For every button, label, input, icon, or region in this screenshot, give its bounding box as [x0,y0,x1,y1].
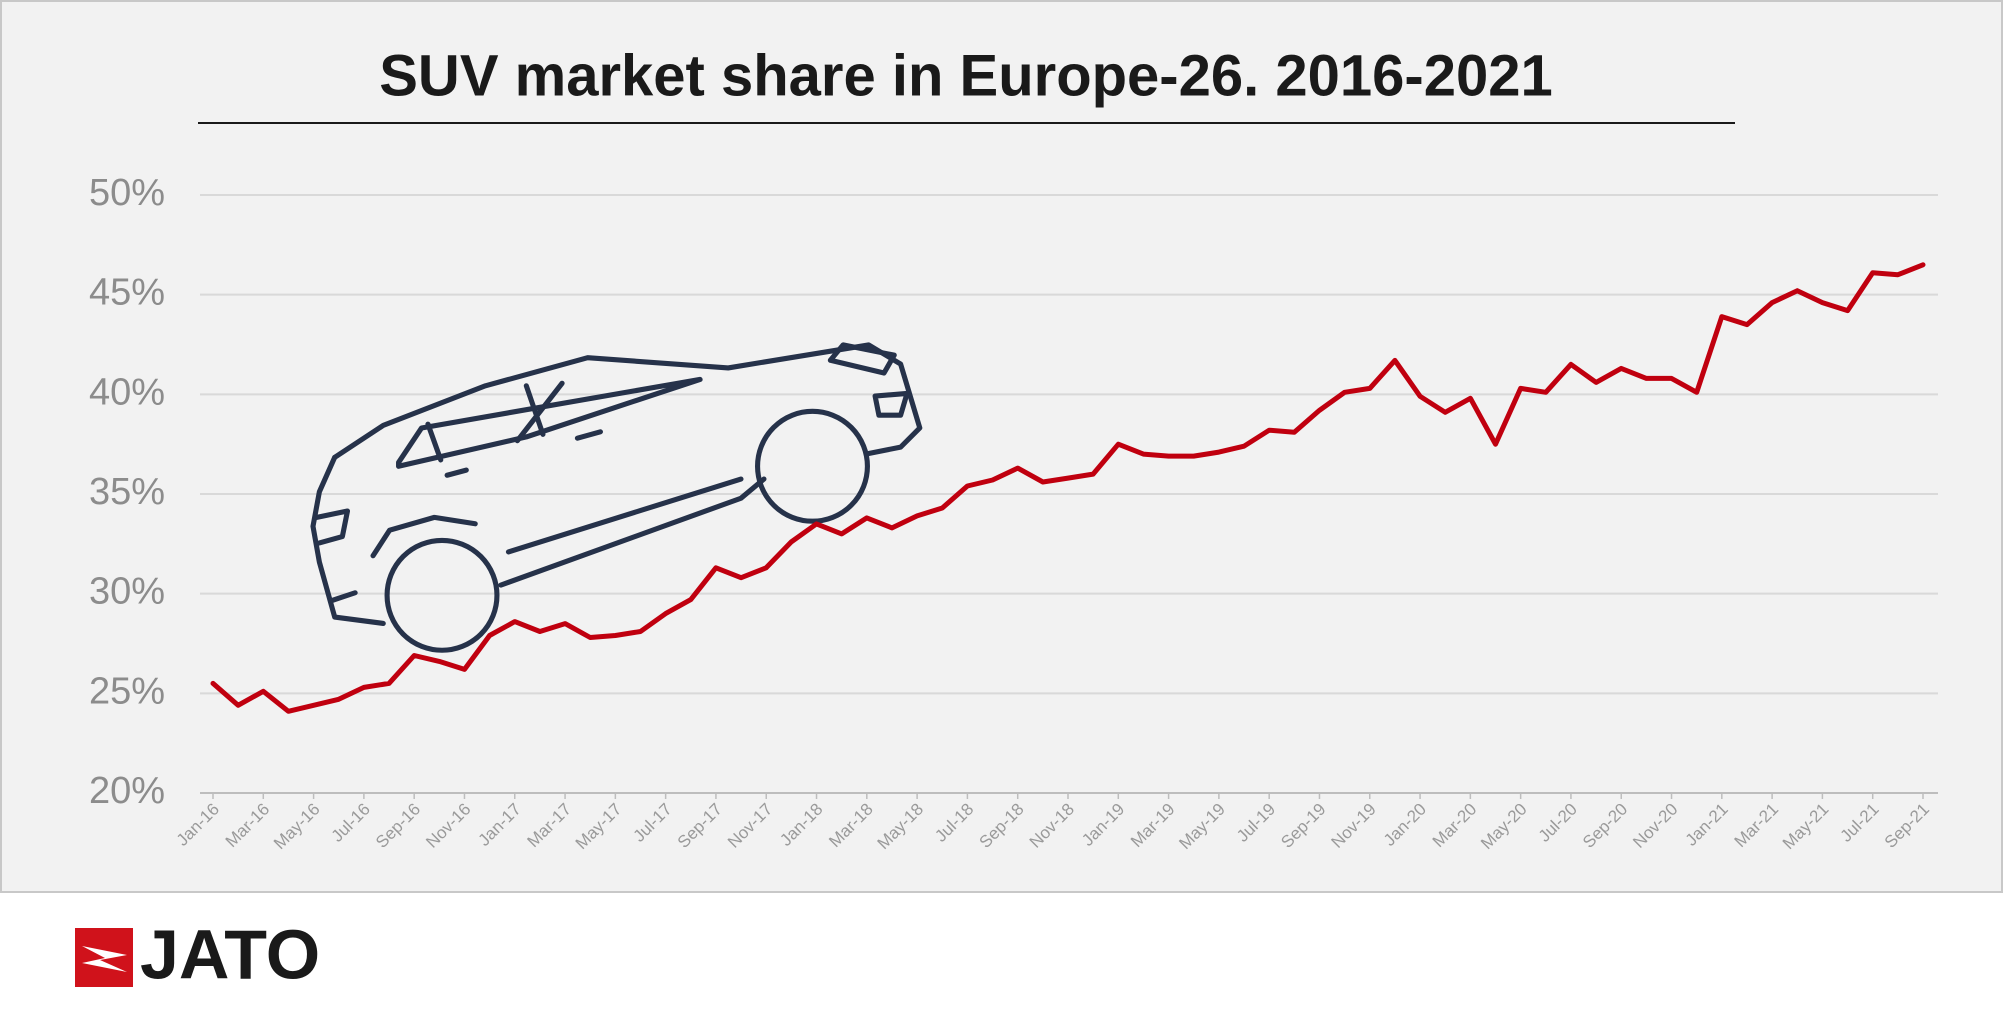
series-line [210,262,1926,714]
y-tick-label: 30% [89,571,165,613]
chart-title: SUV market share in Europe-26. 2016-2021 [379,43,1552,108]
y-tick-label: 45% [89,272,165,314]
logo-arrow [82,946,127,972]
line-layer [210,262,1926,714]
logo-text: JATO [140,915,320,993]
y-tick-label: 25% [89,670,165,712]
chart-panel [0,0,2003,893]
y-tick-label: 50% [89,172,165,214]
y-tick-label: 20% [89,770,165,812]
logo-mark [75,928,133,987]
y-tick-label: 35% [89,471,165,513]
car-illustration [310,342,923,653]
y-tick-label: 40% [89,371,165,413]
